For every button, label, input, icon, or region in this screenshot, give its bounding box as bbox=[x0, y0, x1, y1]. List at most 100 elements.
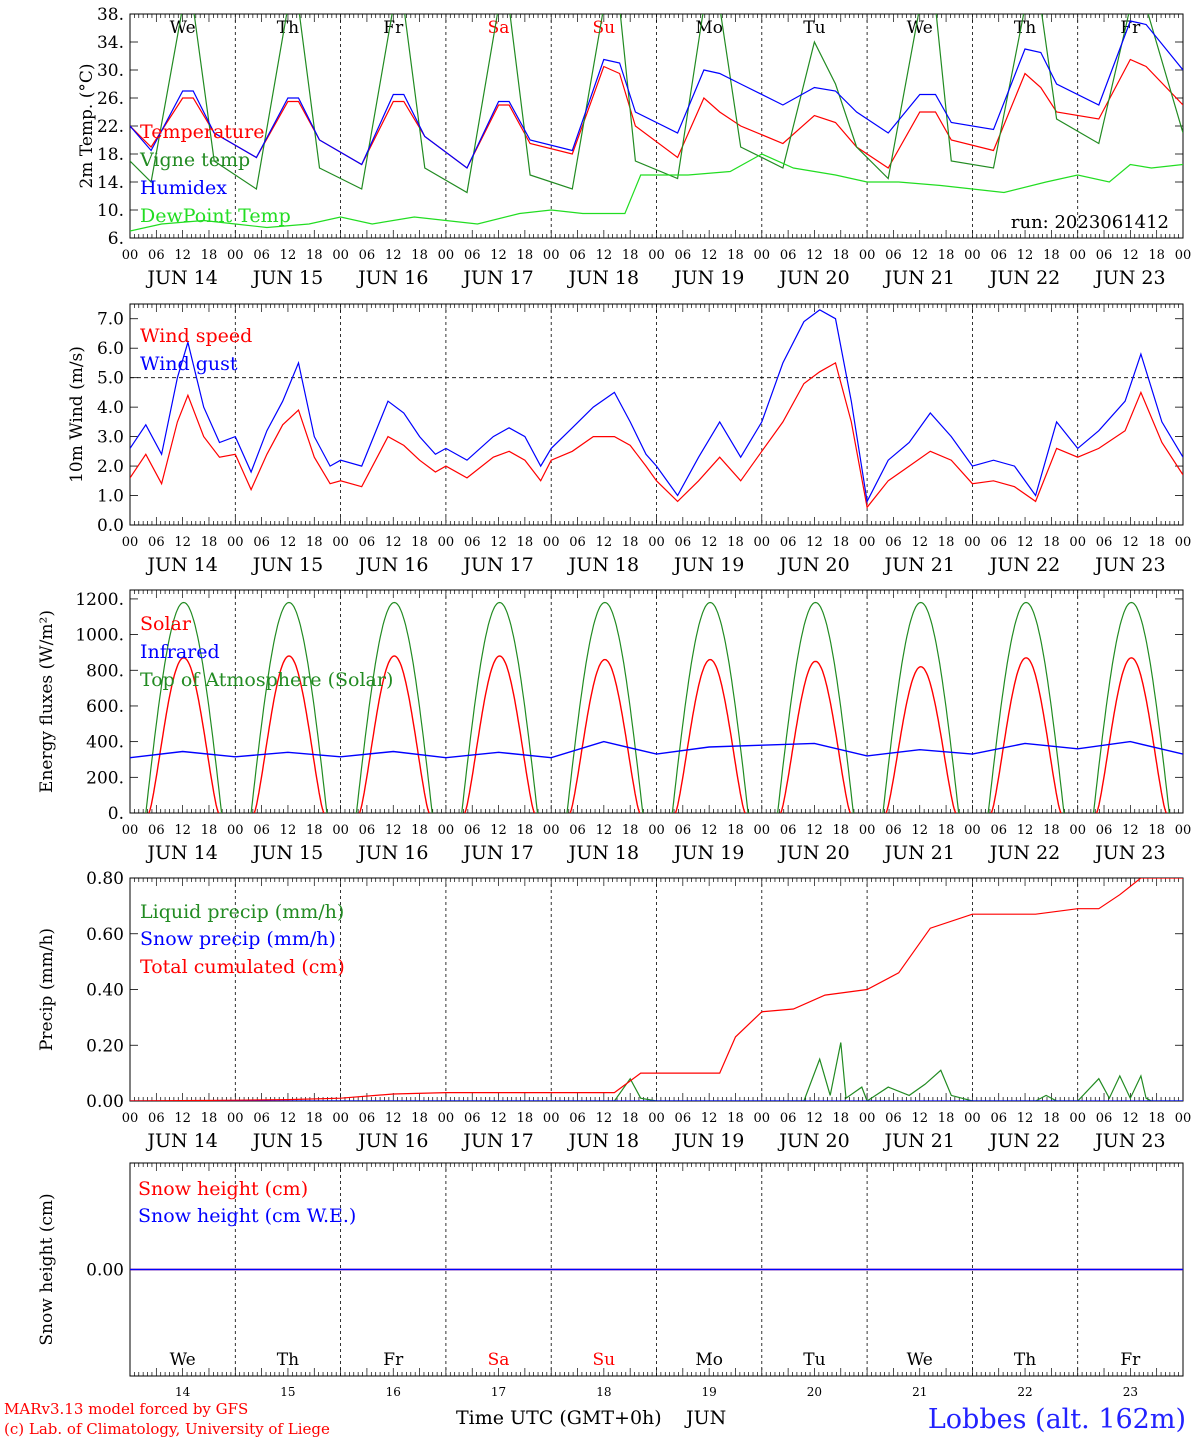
weekday-label: Fr bbox=[1120, 1350, 1141, 1370]
y-tick-label: 26. bbox=[97, 89, 124, 109]
date-label: JUN 20 bbox=[777, 554, 849, 576]
series-line bbox=[130, 361, 1183, 509]
date-label: JUN 22 bbox=[988, 267, 1060, 289]
time-axis-label: Time UTC (GMT+0h) bbox=[456, 1407, 662, 1429]
solar-line bbox=[780, 660, 851, 813]
hour-label: 06 bbox=[885, 248, 902, 263]
series-line bbox=[130, 153, 1183, 232]
hour-label: 18 bbox=[1043, 248, 1060, 263]
hour-label: 06 bbox=[253, 248, 270, 263]
y-tick-label: 0.0 bbox=[97, 516, 124, 536]
hour-label: 18 bbox=[727, 823, 744, 838]
hour-label: 18 bbox=[1148, 823, 1165, 838]
date-label: JUN 16 bbox=[356, 267, 428, 289]
hour-label: 00 bbox=[122, 823, 139, 838]
hour-label: 18 bbox=[517, 823, 534, 838]
date-label: JUN 14 bbox=[145, 554, 217, 576]
hour-label: 00 bbox=[1175, 248, 1192, 263]
hour-label: 12 bbox=[1017, 535, 1034, 550]
date-label: JUN 21 bbox=[883, 267, 955, 289]
day-number-label: 19 bbox=[702, 1385, 717, 1399]
series-line bbox=[130, 1042, 1183, 1101]
hour-label: 18 bbox=[727, 535, 744, 550]
hour-label: 18 bbox=[411, 535, 428, 550]
hour-label: 12 bbox=[385, 1111, 402, 1126]
hour-label: 18 bbox=[938, 535, 955, 550]
hour-label: 12 bbox=[490, 248, 507, 263]
month-label: JUN bbox=[684, 1407, 726, 1429]
date-label: JUN 14 bbox=[145, 267, 217, 289]
y-tick-label: 800. bbox=[86, 661, 124, 681]
hour-label: 06 bbox=[1096, 1111, 1113, 1126]
hour-label: 12 bbox=[1122, 823, 1139, 838]
hour-label: 06 bbox=[148, 1111, 165, 1126]
hour-label: 18 bbox=[306, 823, 323, 838]
hour-label: 00 bbox=[964, 1111, 981, 1126]
hour-label: 18 bbox=[517, 248, 534, 263]
hour-label: 00 bbox=[332, 823, 349, 838]
hour-label: 06 bbox=[1096, 248, 1113, 263]
day-number-label: 14 bbox=[175, 1385, 191, 1399]
series-group bbox=[130, 14, 1183, 232]
hour-label: 00 bbox=[438, 248, 455, 263]
hour-label: 06 bbox=[990, 1111, 1007, 1126]
hour-label: 00 bbox=[964, 535, 981, 550]
hour-label: 00 bbox=[543, 823, 560, 838]
toa-solar-line bbox=[145, 601, 223, 813]
series-line bbox=[130, 14, 1183, 194]
date-label: JUN 20 bbox=[777, 267, 849, 289]
hour-label: 12 bbox=[596, 1111, 613, 1126]
hour-label: 18 bbox=[201, 248, 218, 263]
weekday-label: Fr bbox=[383, 18, 404, 38]
weekday-label: Tu bbox=[803, 18, 825, 38]
weekday-label: Mo bbox=[695, 18, 723, 38]
hour-label: 06 bbox=[253, 535, 270, 550]
weekday-label: Tu bbox=[803, 1350, 825, 1370]
hour-label: 00 bbox=[332, 535, 349, 550]
hour-label: 00 bbox=[227, 248, 244, 263]
hour-label: 00 bbox=[648, 535, 665, 550]
y-tick-label: 0.00 bbox=[86, 1261, 124, 1281]
panel-3: 0. 200. 400. 600. 800. 1000. 1200. Energy fluxe… bbox=[37, 589, 1191, 864]
date-label: JUN 20 bbox=[777, 1130, 849, 1152]
day-number-label: 20 bbox=[807, 1385, 822, 1399]
y-axis-label: Energy fluxes (W/m²) bbox=[37, 610, 57, 793]
hour-label: 18 bbox=[1043, 823, 1060, 838]
toa-solar-line bbox=[566, 601, 644, 813]
weekday-label: Th bbox=[277, 18, 299, 38]
hour-label: 18 bbox=[833, 823, 850, 838]
hour-label: 18 bbox=[833, 535, 850, 550]
hour-label: 00 bbox=[122, 248, 139, 263]
date-label: JUN 17 bbox=[461, 842, 533, 864]
hour-label: 06 bbox=[780, 1111, 797, 1126]
legend-entry: DewPoint Temp bbox=[140, 205, 291, 227]
solar-line bbox=[464, 655, 536, 813]
hour-label: 18 bbox=[1148, 1111, 1165, 1126]
date-label: JUN 22 bbox=[988, 554, 1060, 576]
hour-label: 00 bbox=[332, 248, 349, 263]
hour-label: 00 bbox=[648, 823, 665, 838]
date-label: JUN 19 bbox=[672, 554, 744, 576]
hour-label: 06 bbox=[885, 1111, 902, 1126]
panel-4: 0.00 0.20 0.40 0.60 0.80 Precip (mm/h) 00 06 12 1… bbox=[37, 869, 1191, 1152]
hour-label: 06 bbox=[1096, 823, 1113, 838]
series-line bbox=[130, 309, 1183, 504]
date-label: JUN 17 bbox=[461, 1130, 533, 1152]
hour-label: 06 bbox=[569, 535, 586, 550]
hour-label: 00 bbox=[964, 823, 981, 838]
hour-label: 18 bbox=[411, 1111, 428, 1126]
hour-label: 00 bbox=[227, 823, 244, 838]
hour-label: 18 bbox=[411, 823, 428, 838]
date-label: JUN 23 bbox=[1093, 267, 1165, 289]
hour-label: 00 bbox=[964, 248, 981, 263]
hour-label: 12 bbox=[806, 535, 823, 550]
model-credit: MARv3.13 model forced by GFS bbox=[4, 1400, 248, 1418]
hour-label: 00 bbox=[438, 535, 455, 550]
hour-label: 12 bbox=[806, 248, 823, 263]
y-tick-label: 0.80 bbox=[86, 869, 124, 889]
hour-label: 18 bbox=[938, 248, 955, 263]
legend-entry: Total cumulated (cm) bbox=[140, 956, 345, 978]
hour-label: 06 bbox=[675, 535, 692, 550]
hour-label: 18 bbox=[411, 248, 428, 263]
date-label: JUN 23 bbox=[1093, 842, 1165, 864]
